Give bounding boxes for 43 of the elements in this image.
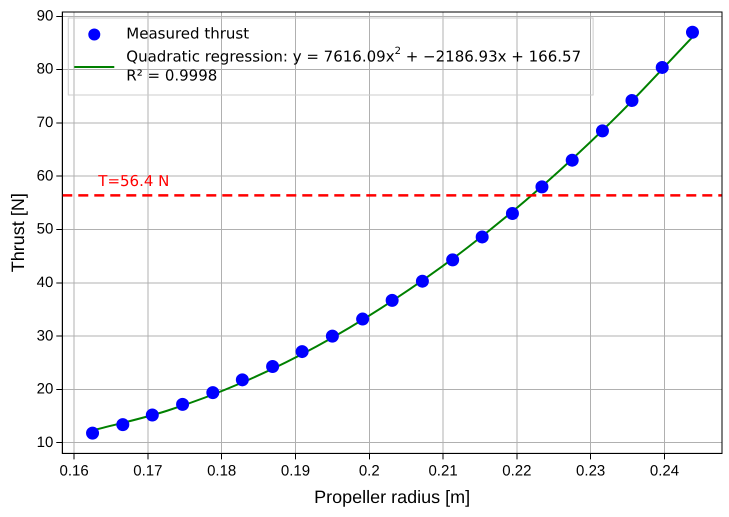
point (386, 294, 399, 307)
y-axis-title: Thrust [N] (8, 193, 28, 272)
point (326, 330, 339, 343)
point (356, 312, 370, 326)
y-tick-label: 50 (36, 220, 54, 238)
x-tick-label: 0.17 (133, 462, 162, 480)
point (116, 418, 130, 432)
y-tick-label: 20 (36, 380, 54, 398)
y-tick-label: 10 (36, 434, 54, 451)
point (566, 154, 579, 167)
y-tick-label: 60 (36, 167, 54, 184)
point (656, 60, 669, 74)
point (296, 345, 309, 358)
x-axis-title: Propeller radius [m] (314, 487, 470, 508)
point (86, 426, 100, 440)
y-tick-label: 90 (36, 7, 54, 24)
ref-line-label: T=56.4 N (97, 172, 170, 190)
point (506, 207, 519, 220)
x-tick-label: 0.24 (650, 462, 680, 480)
point (446, 253, 460, 266)
point (266, 360, 280, 374)
point (236, 373, 249, 386)
x-tick-label: 0.16 (59, 462, 89, 480)
x-tick-label: 0.21 (428, 462, 458, 480)
x-tick-label: 0.19 (280, 462, 310, 480)
point (206, 386, 220, 400)
point (476, 230, 489, 244)
point (416, 274, 429, 288)
legend-label: Measured thrust (126, 24, 250, 42)
y-tick-label: 70 (36, 114, 54, 132)
y-tick-label: 40 (36, 274, 54, 291)
y-tick-label: 30 (36, 327, 54, 344)
point (535, 180, 548, 194)
point (176, 398, 190, 411)
y-tick-label: 80 (36, 60, 54, 78)
x-tick-label: 0.22 (502, 462, 532, 480)
point (625, 94, 638, 107)
point (686, 26, 699, 39)
x-tick-label: 0.2 (358, 462, 380, 480)
x-tick-label: 0.18 (207, 462, 236, 480)
point (596, 124, 609, 138)
point (146, 408, 159, 422)
x-tick-label: 0.23 (576, 462, 606, 480)
